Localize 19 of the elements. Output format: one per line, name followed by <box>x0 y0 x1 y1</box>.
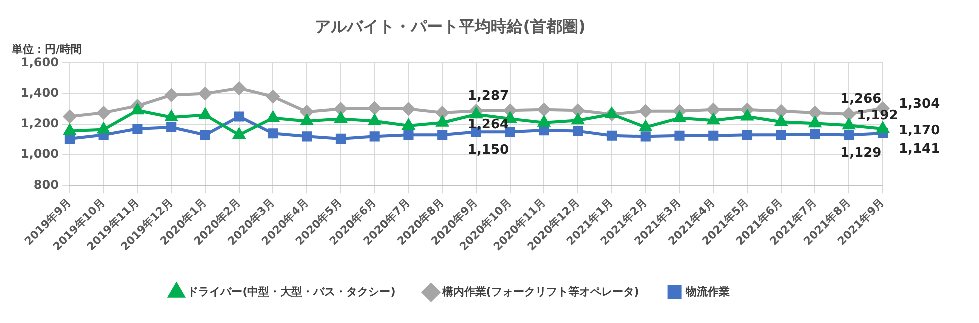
data-label: 1,129 <box>840 146 882 162</box>
data-label: 1,287 <box>468 88 510 104</box>
data-label: 1,266 <box>840 92 882 108</box>
y-tick-label: 1,200 <box>20 116 59 131</box>
legend-label: 構内作業(フォークリフト等オペレータ) <box>441 285 640 298</box>
chart-title: アルバイト・パート平均時給(首都圏) <box>315 16 586 36</box>
data-label: 1,141 <box>899 142 940 157</box>
data-label: 1,170 <box>899 123 940 138</box>
legend-label: ドライバー(中型・大型・バス・タクシー) <box>188 285 396 298</box>
y-tick-label: 1,400 <box>20 86 59 100</box>
data-label: 1,264 <box>468 118 510 132</box>
y-tick-label: 1,000 <box>20 147 59 162</box>
y-tick-label: 1,600 <box>20 55 59 70</box>
data-label: 1,192 <box>857 108 898 124</box>
text: 単位：円/時間 <box>12 42 82 57</box>
data-label: 1,304 <box>899 96 940 112</box>
y-tick-label: 800 <box>34 178 59 192</box>
legend-label: 物流作業 <box>684 285 730 298</box>
data-label: 1,150 <box>468 142 510 158</box>
